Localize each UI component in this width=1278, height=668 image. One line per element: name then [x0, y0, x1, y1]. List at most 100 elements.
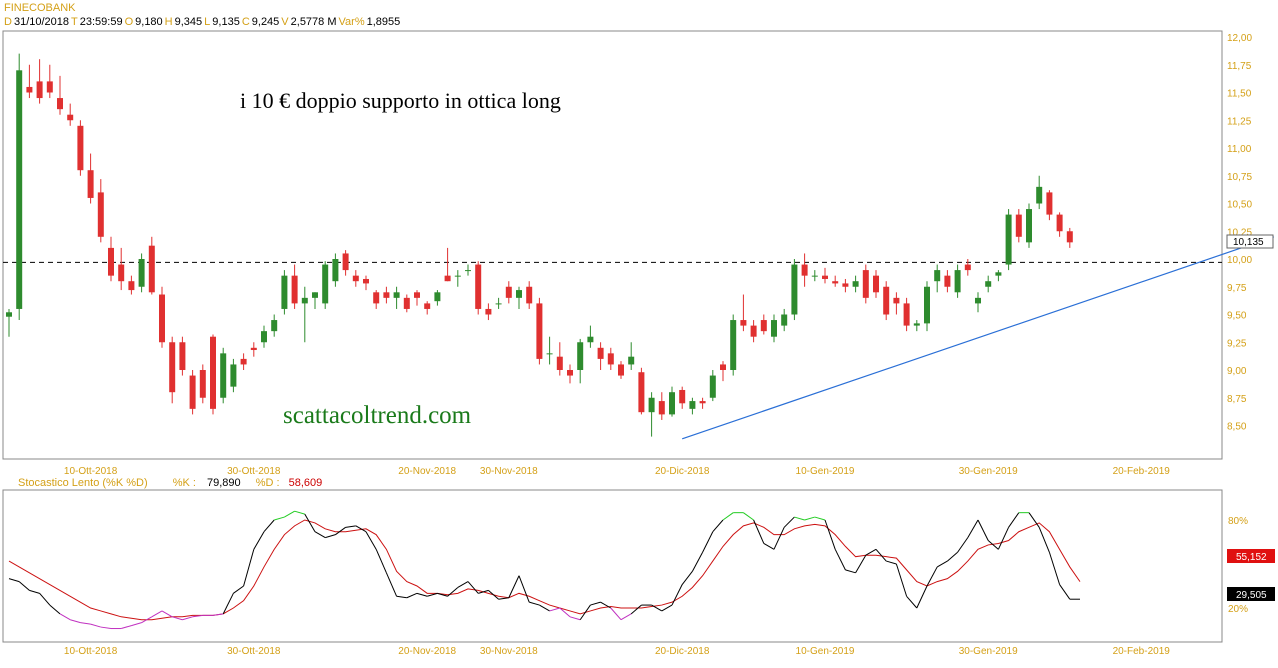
date-tick-label: 30-Ott-2018 [227, 646, 281, 657]
price-tick-label: 11,00 [1227, 144, 1252, 155]
annotation-title: i 10 € doppio supporto in ottica long [240, 88, 561, 113]
candle [903, 297, 910, 332]
candle [189, 370, 196, 415]
candle [97, 179, 104, 243]
candle [291, 264, 298, 309]
candle [842, 278, 849, 293]
date-tick-label: 10-Gen-2019 [796, 466, 855, 477]
price-tick-label: 10,50 [1227, 200, 1252, 211]
candle [750, 320, 757, 343]
candle [128, 275, 135, 295]
k-value: 79,890 [206, 477, 241, 489]
candle [424, 301, 431, 315]
date-tick-label: 30-Nov-2018 [480, 646, 538, 657]
candle [811, 270, 818, 282]
candle [67, 103, 74, 126]
candle [199, 364, 206, 404]
candle [169, 336, 176, 404]
candle [628, 342, 635, 370]
date-tick-label: 20-Feb-2019 [1113, 646, 1171, 657]
candle [730, 314, 737, 376]
candle [679, 386, 686, 409]
d-value-badge [1227, 549, 1275, 563]
price-tick-label: 8,50 [1227, 422, 1247, 433]
date-tick-label: 20-Dic-2018 [655, 466, 710, 477]
candle [332, 253, 339, 287]
candle [618, 361, 624, 379]
candle [760, 314, 767, 335]
candle [638, 367, 645, 415]
candle [26, 64, 33, 99]
candle [444, 247, 451, 282]
candle [964, 259, 971, 276]
candle [658, 392, 665, 420]
candle [1056, 212, 1063, 237]
candle [852, 275, 859, 293]
candle [159, 286, 165, 348]
candle [16, 53, 23, 321]
candle [363, 275, 369, 291]
candle [148, 236, 155, 295]
candle [261, 325, 267, 348]
readout-key: D [4, 16, 12, 28]
stoch-panel-frame [2, 489, 1223, 643]
candle [138, 253, 145, 293]
candle [699, 397, 706, 409]
candle [230, 358, 237, 393]
last-price-badge [1226, 234, 1274, 249]
candle [36, 59, 43, 104]
candle [475, 261, 482, 315]
candle [118, 247, 125, 291]
readout-value: 9,345 [174, 16, 203, 28]
readout-value: 31/10/2018 [13, 16, 70, 28]
stoch-tick-label: 80% [1228, 516, 1248, 527]
candle [57, 75, 63, 115]
date-tick-label: 30-Ott-2018 [227, 466, 281, 477]
candle [250, 342, 257, 357]
readout-value: 9,135 [212, 16, 240, 28]
candle [883, 281, 890, 321]
candle [740, 294, 747, 332]
candle [434, 290, 441, 306]
candle [771, 314, 777, 343]
candle [873, 270, 879, 298]
readout-key: O [124, 16, 134, 28]
d-value-badge-label: 55,152 [1236, 552, 1267, 563]
stochastic-name: Stocastico Lento (%K %D) [18, 477, 148, 489]
ohlc-readout: D 31/10/2018 T 23:59:59 O 9,180 H 9,345 L 9,135 C 9… [4, 16, 402, 28]
candle [1036, 175, 1043, 210]
date-tick-label: 20-Dic-2018 [655, 646, 710, 657]
price-tick-label: 12,00 [1227, 33, 1252, 44]
readout-key: L [204, 16, 211, 28]
candle [393, 286, 400, 309]
k-value-badge-label: 29,505 [1236, 590, 1267, 601]
candle [546, 336, 553, 365]
candle [801, 253, 808, 287]
candle [648, 392, 655, 437]
candle [322, 261, 329, 309]
stoch-d-line [8, 519, 1081, 621]
readout-key: T [71, 16, 78, 28]
readout-key: Var% [338, 16, 365, 28]
candle [975, 292, 981, 313]
price-tick-label: 10,75 [1227, 172, 1252, 183]
candle [352, 270, 359, 287]
candle [822, 267, 828, 284]
candle [179, 336, 186, 376]
candle [373, 290, 380, 309]
candle [465, 264, 471, 276]
price-tick-label: 11,25 [1227, 116, 1252, 127]
price-tick-label: 9,50 [1227, 311, 1247, 322]
candle [1066, 227, 1073, 248]
candle [791, 259, 798, 321]
date-tick-label: 20-Nov-2018 [398, 466, 456, 477]
price-tick-label: 10,00 [1227, 255, 1252, 266]
candle [587, 325, 594, 348]
symbol-title: FINECOBANK [4, 2, 76, 14]
candle [526, 281, 533, 309]
date-tick-label: 30-Gen-2019 [959, 466, 1018, 477]
candle [301, 286, 308, 343]
candle [607, 347, 614, 370]
candle [505, 281, 512, 304]
